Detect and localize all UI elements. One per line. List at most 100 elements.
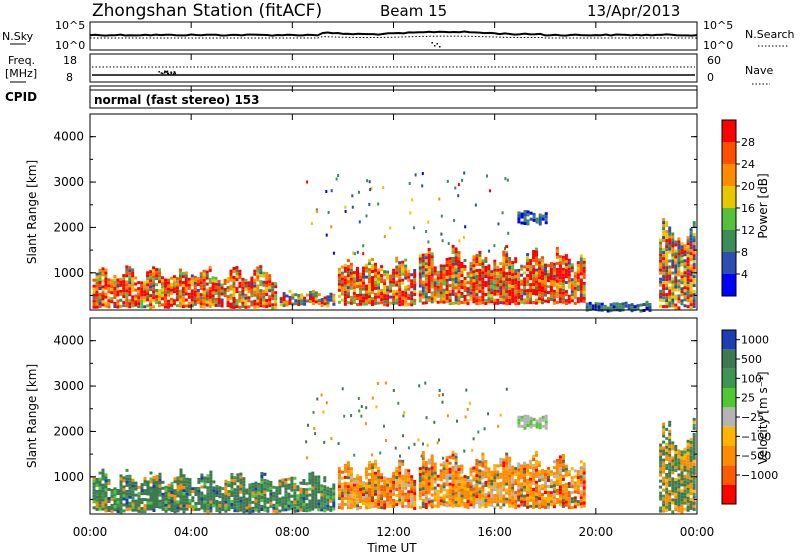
data-cell (671, 301, 675, 305)
data-cell (552, 490, 556, 494)
data-cell (188, 481, 192, 485)
data-cell (463, 289, 467, 292)
data-cell (242, 477, 246, 481)
data-cell (299, 493, 303, 497)
data-cell (353, 252, 356, 256)
data-cell (582, 486, 586, 490)
data-cell (290, 500, 294, 504)
data-cell (662, 494, 666, 498)
data-cell (535, 268, 538, 272)
data-cell (271, 294, 275, 298)
data-cell (523, 414, 527, 418)
data-cell (564, 302, 568, 306)
data-cell (514, 497, 518, 501)
data-cell (526, 478, 530, 482)
data-cell (424, 265, 428, 269)
data-cell (404, 300, 408, 304)
data-cell (199, 275, 203, 279)
data-cell (220, 286, 224, 290)
data-cell (137, 509, 141, 513)
data-cell (134, 276, 138, 280)
data-cell (454, 274, 458, 278)
data-cell (113, 505, 117, 509)
data-cell (125, 286, 129, 290)
data-cell (227, 481, 231, 485)
data-cell (410, 300, 414, 304)
data-cell (413, 302, 417, 305)
data-cell (131, 289, 135, 293)
data-cell (146, 289, 150, 293)
data-cell (471, 448, 474, 452)
data-cell (671, 465, 675, 469)
data-cell (544, 272, 547, 276)
data-cell (541, 496, 544, 500)
data-cell (665, 278, 669, 282)
data-cell (128, 284, 132, 288)
data-cell (178, 280, 182, 284)
data-cell (484, 496, 488, 499)
data-cell (257, 485, 261, 489)
time-tick-label: 00:00 (73, 525, 108, 539)
data-cell (242, 501, 246, 505)
data-cell (329, 292, 333, 296)
data-cell (122, 491, 126, 495)
data-cell (413, 480, 417, 483)
data-cell (413, 489, 417, 492)
data-cell (466, 302, 470, 306)
data-cell (427, 488, 431, 492)
data-cell (244, 296, 248, 300)
data-cell (430, 294, 434, 298)
data-cell (266, 509, 270, 513)
data-cell (493, 271, 497, 275)
data-cell (158, 481, 162, 485)
data-cell (645, 306, 649, 310)
data-cell (582, 260, 586, 264)
data-cell (508, 489, 512, 493)
data-cell (505, 275, 509, 279)
data-cell (152, 479, 156, 482)
data-cell (271, 303, 275, 307)
data-cell (239, 490, 243, 494)
data-cell (170, 291, 173, 295)
data-cell (101, 279, 105, 283)
data-cell (497, 424, 500, 428)
data-cell (579, 469, 583, 473)
data-cell (119, 507, 123, 511)
data-cell (582, 290, 586, 294)
data-cell (314, 484, 318, 488)
data-cell (268, 295, 272, 299)
data-cell (170, 282, 173, 286)
data-cell (230, 506, 234, 509)
data-cell (567, 264, 571, 268)
data-cell (457, 278, 461, 282)
data-cell (665, 236, 669, 240)
data-cell (490, 488, 494, 492)
data-cell (401, 480, 405, 484)
data-cell (692, 498, 696, 502)
data-cell (579, 496, 583, 500)
data-cell (113, 487, 117, 491)
data-cell (573, 484, 577, 488)
data-cell (567, 273, 571, 277)
data-cell (448, 485, 452, 489)
data-cell (220, 289, 224, 293)
data-cell (659, 268, 663, 272)
data-cell (256, 290, 260, 294)
data-cell (448, 263, 452, 267)
data-cell (502, 485, 506, 489)
data-cell (95, 299, 99, 303)
data-cell (392, 477, 396, 481)
data-cell (176, 503, 180, 507)
data-cell (229, 278, 233, 282)
data-cell (98, 492, 102, 496)
data-cell (567, 300, 571, 304)
data-cell (463, 295, 467, 298)
data-cell (274, 291, 278, 295)
data-cell (683, 265, 687, 269)
data-cell (272, 509, 276, 513)
data-cell (208, 268, 212, 272)
data-cell (427, 266, 431, 269)
data-cell (320, 505, 324, 509)
data-cell (248, 507, 252, 511)
